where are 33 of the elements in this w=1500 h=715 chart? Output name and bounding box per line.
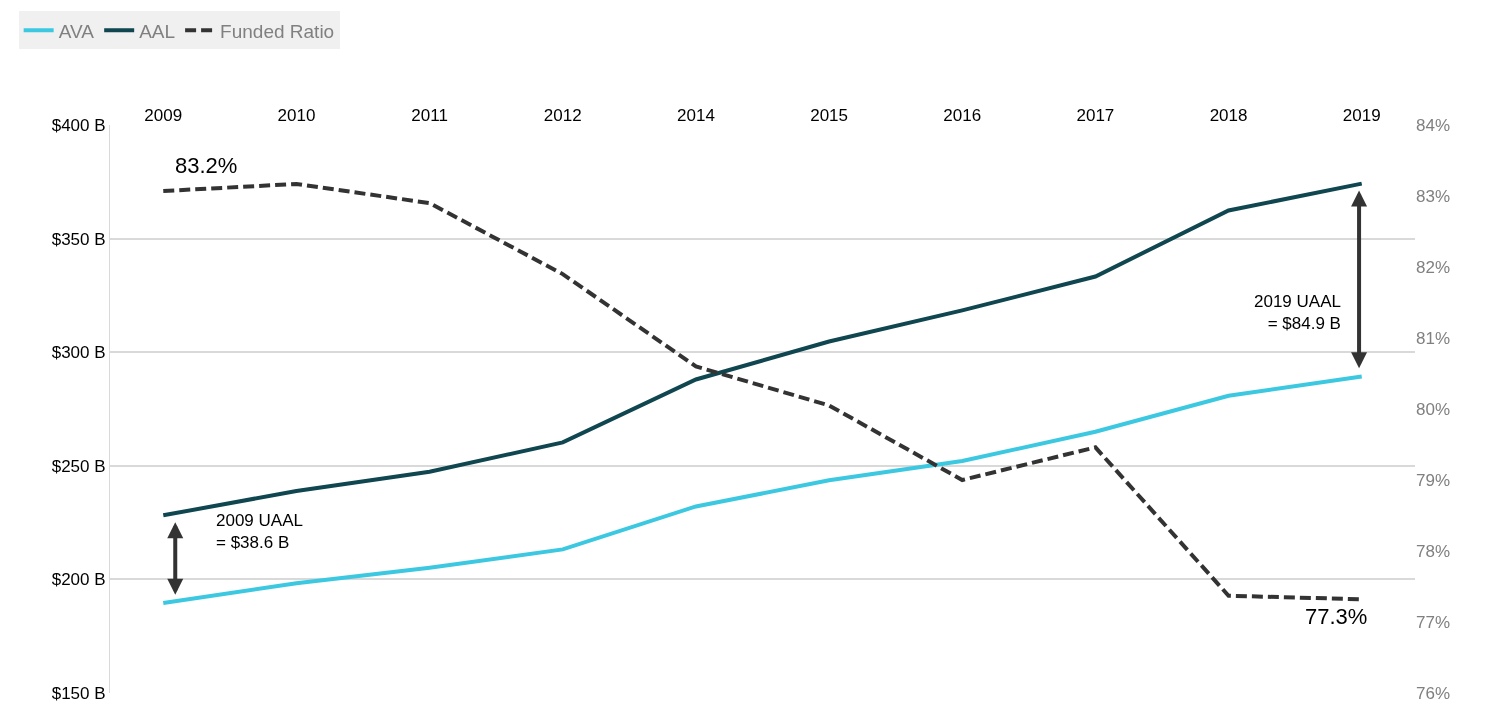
y2-tick-label: 83% <box>1416 186 1451 206</box>
y2-tick-label: 78% <box>1416 541 1451 561</box>
annotation: 2019 UAAL = $84.9 B <box>1254 292 1341 334</box>
annotation: 83.2% <box>175 153 238 178</box>
y2-tick-label: 84% <box>1416 115 1451 135</box>
x-tick-label: 2019 <box>1342 105 1381 125</box>
annotation: 77.3% <box>1305 604 1368 629</box>
line-series <box>161 374 1364 606</box>
y-tick-label: $250 B <box>51 456 106 476</box>
y-tick-label: $150 B <box>51 683 106 703</box>
y2-tick-label: 82% <box>1416 257 1451 277</box>
x-tick-label: 2017 <box>1076 105 1115 125</box>
x-tick-label: 2014 <box>677 105 715 125</box>
y2-tick-label: 76% <box>1416 683 1451 703</box>
annotation: 2009 UAAL = $38.6 B <box>216 511 303 553</box>
y2-tick-label: 77% <box>1416 612 1451 632</box>
y2-tick-label: 79% <box>1416 470 1451 490</box>
x-tick-label: 2016 <box>943 105 982 125</box>
x-tick-label: 2012 <box>543 105 582 125</box>
legend-label: Funded Ratio <box>220 20 335 42</box>
x-tick-label: 2018 <box>1209 105 1248 125</box>
legend-label: AAL <box>139 20 176 42</box>
x-tick-label: 2015 <box>810 105 848 125</box>
x-tick-label: 2009 <box>144 105 183 125</box>
y-tick-label: $200 B <box>51 570 106 590</box>
x-tick-label: 2010 <box>277 105 316 125</box>
y-tick-label: $300 B <box>51 343 106 363</box>
y-tick-label: $400 B <box>51 115 106 135</box>
x-tick-label: 2011 <box>411 105 448 125</box>
y-tick-label: $350 B <box>51 229 106 249</box>
legend-label: AVA <box>58 20 95 42</box>
y2-tick-label: 80% <box>1416 399 1451 419</box>
y2-tick-label: 81% <box>1416 328 1451 348</box>
